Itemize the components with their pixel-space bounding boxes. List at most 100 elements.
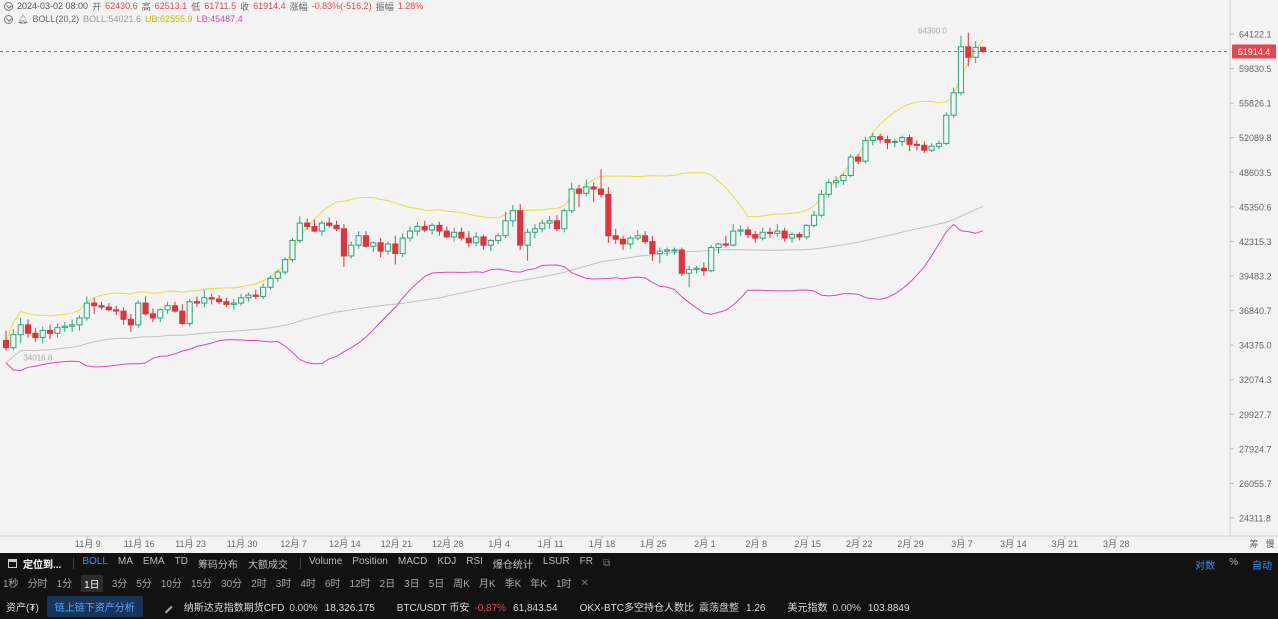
indicator-ema[interactable]: EMA — [142, 555, 165, 567]
candle-body[interactable] — [340, 228, 347, 257]
close-icon[interactable]: ✕ — [580, 577, 589, 589]
candle-body[interactable] — [436, 224, 443, 232]
timeframe-5分[interactable]: 5分 — [136, 578, 152, 590]
candle-body[interactable] — [781, 230, 788, 239]
candle-body[interactable] — [274, 271, 281, 279]
candle-body[interactable] — [517, 210, 524, 246]
candle-body[interactable] — [171, 305, 179, 312]
candle-body[interactable] — [818, 193, 825, 216]
candle-body[interactable] — [972, 46, 979, 58]
candle-body[interactable] — [201, 297, 208, 304]
candle-body[interactable] — [32, 332, 39, 339]
candle-body[interactable] — [473, 236, 480, 244]
candle-body[interactable] — [708, 247, 715, 272]
candle-body[interactable] — [788, 234, 796, 239]
candle-body[interactable] — [957, 46, 965, 94]
candle-body[interactable] — [943, 114, 950, 144]
timeframe-分时[interactable]: 分时 — [27, 578, 48, 590]
candle-body[interactable] — [693, 267, 700, 271]
candle-body[interactable] — [157, 309, 164, 319]
sub-indicator-fr[interactable]: FR — [579, 555, 593, 567]
candle-body[interactable] — [796, 234, 803, 238]
candle-body[interactable] — [406, 230, 414, 239]
candle-body[interactable] — [810, 214, 818, 226]
candle-body[interactable] — [208, 297, 215, 300]
candle-body[interactable] — [267, 277, 274, 288]
timeframe-10分[interactable]: 10分 — [160, 578, 182, 590]
candle-body[interactable] — [333, 224, 340, 230]
candle-body[interactable] — [215, 298, 223, 303]
candle-body[interactable] — [935, 142, 942, 147]
candle-body[interactable] — [928, 145, 935, 151]
candle-body[interactable] — [458, 231, 465, 239]
candle-body[interactable] — [877, 136, 884, 141]
candle-body[interactable] — [414, 226, 421, 232]
timeframe-30分[interactable]: 30分 — [221, 578, 243, 590]
candle-body[interactable] — [906, 137, 913, 145]
timeframe-年K[interactable]: 年K — [530, 578, 547, 590]
candle-body[interactable] — [678, 249, 685, 274]
candle-body[interactable] — [737, 229, 744, 232]
pencil-icon[interactable] — [158, 598, 173, 614]
candle-body[interactable] — [348, 244, 355, 257]
candle-body[interactable] — [54, 327, 61, 334]
candle-body[interactable] — [91, 302, 98, 307]
candle-body[interactable] — [98, 305, 105, 308]
candle-body[interactable] — [495, 235, 502, 241]
candle-body[interactable] — [869, 136, 876, 141]
candle-body[interactable] — [443, 230, 450, 238]
candle-body[interactable] — [179, 310, 186, 324]
candle-body[interactable] — [355, 235, 362, 246]
calendar-icon[interactable] — [8, 558, 17, 568]
candle-body[interactable] — [605, 193, 612, 237]
candle-body[interactable] — [105, 306, 112, 311]
candle-body[interactable] — [759, 231, 766, 239]
candle-body[interactable] — [120, 310, 127, 320]
ticker-item[interactable]: BTC/USDT 币安 -0.87% 61,843.54 — [397, 599, 558, 614]
candle-body[interactable] — [384, 243, 392, 252]
candle-body[interactable] — [47, 329, 54, 334]
collapse-icon[interactable] — [4, 1, 13, 11]
candle-body[interactable] — [24, 324, 32, 334]
percent-toggle[interactable]: % — [1229, 557, 1238, 568]
timeframe-月K[interactable]: 月K — [478, 578, 496, 590]
timeframe-5日[interactable]: 5日 — [428, 578, 445, 590]
candle-body[interactable] — [642, 235, 649, 243]
candle-body[interactable] — [17, 324, 24, 336]
candle-body[interactable] — [634, 235, 641, 239]
corner-label[interactable]: 筹 — [1249, 538, 1258, 549]
candle-body[interactable] — [2, 339, 10, 349]
candle-body[interactable] — [252, 294, 259, 297]
sub-indicator-position[interactable]: Position — [352, 555, 388, 567]
candle-body[interactable] — [76, 317, 83, 326]
candle-body[interactable] — [370, 242, 377, 247]
candle-body[interactable] — [142, 302, 149, 315]
sub-indicator-爆仓统计[interactable]: 爆仓统计 — [492, 559, 533, 571]
candle-body[interactable] — [502, 220, 509, 237]
candle-body[interactable] — [847, 156, 854, 176]
candle-body[interactable] — [965, 46, 972, 58]
timeframe-1日[interactable]: 1日 — [81, 574, 103, 592]
candle-body[interactable] — [546, 220, 553, 224]
candle-body[interactable] — [855, 156, 862, 162]
sub-indicator-kdj[interactable]: KDJ — [437, 555, 457, 567]
assets-label[interactable]: 资产(₮) — [6, 602, 39, 614]
candle-body[interactable] — [61, 325, 68, 329]
auto-scale-toggle[interactable]: 自动 — [1252, 561, 1272, 572]
candle-body[interactable] — [451, 231, 458, 238]
candle-body[interactable] — [656, 250, 663, 255]
timeframe-2日[interactable]: 2日 — [379, 578, 396, 590]
sub-indicator-macd[interactable]: MACD — [397, 555, 428, 567]
candle-body[interactable] — [561, 210, 568, 230]
candle-body[interactable] — [377, 242, 384, 252]
ticker-item[interactable]: 美元指数 0.00% 103.8849 — [787, 599, 909, 614]
candle-body[interactable] — [186, 301, 193, 324]
candle-body[interactable] — [524, 231, 531, 246]
candle-body[interactable] — [862, 139, 869, 162]
candle-body[interactable] — [113, 309, 120, 312]
candle-body[interactable] — [127, 318, 134, 326]
candle-body[interactable] — [193, 301, 201, 304]
candle-body[interactable] — [39, 329, 46, 339]
candle-body[interactable] — [568, 188, 575, 212]
timeframe-1秒[interactable]: 1秒 — [3, 578, 19, 590]
